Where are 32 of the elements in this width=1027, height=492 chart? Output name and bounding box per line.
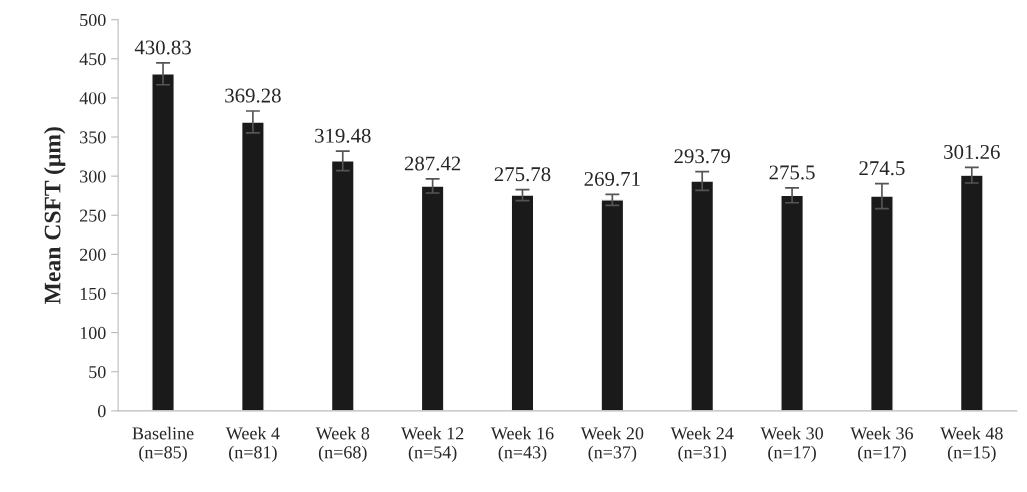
x-tick-label: Week 30 (n=17) (760, 426, 823, 463)
y-tick-label: 50 (89, 365, 106, 379)
x-tick-label: Week 24 (n=31) (670, 426, 734, 463)
data-label: 430.83 (134, 40, 191, 55)
y-tick-label: 300 (80, 170, 106, 183)
y-tick-label: 350 (80, 131, 106, 144)
y-tick-label: 100 (80, 326, 106, 340)
y-tick-label: 150 (80, 287, 106, 300)
x-tick-label: Week 16 (n=43) (490, 426, 554, 463)
data-label: 319.48 (315, 128, 371, 143)
y-tick-label: 500 (80, 13, 106, 27)
data-label: 369.28 (225, 88, 281, 103)
y-tick-label: 450 (79, 53, 106, 66)
data-label: 301.26 (944, 144, 1000, 160)
data-label: 275.78 (494, 167, 551, 182)
y-tick-label: 200 (80, 248, 106, 261)
data-label: 275.5 (769, 165, 815, 180)
y-axis-title: Mean CSFT (μm) (43, 127, 66, 304)
x-tick-label: Week 4 (n=81) (225, 426, 280, 463)
x-tick-label: Baseline (n=85) (132, 426, 194, 463)
data-label: 293.79 (674, 149, 730, 164)
y-tick-label: 0 (97, 405, 106, 418)
y-tick-label: 400 (79, 92, 106, 105)
data-label: 274.5 (859, 161, 905, 176)
data-label: 269.71 (584, 171, 640, 187)
x-tick-label: Week 8 (n=68) (315, 426, 370, 463)
x-tick-label: Week 48 (n=15) (940, 426, 1003, 463)
x-tick-label: Week 12 (n=54) (401, 426, 464, 463)
x-tick-label: Week 36 (n=17) (850, 426, 914, 463)
y-tick-label: 250 (80, 209, 106, 222)
data-label: 287.42 (404, 156, 461, 171)
x-tick-label: Week 20 (n=37) (580, 426, 644, 463)
